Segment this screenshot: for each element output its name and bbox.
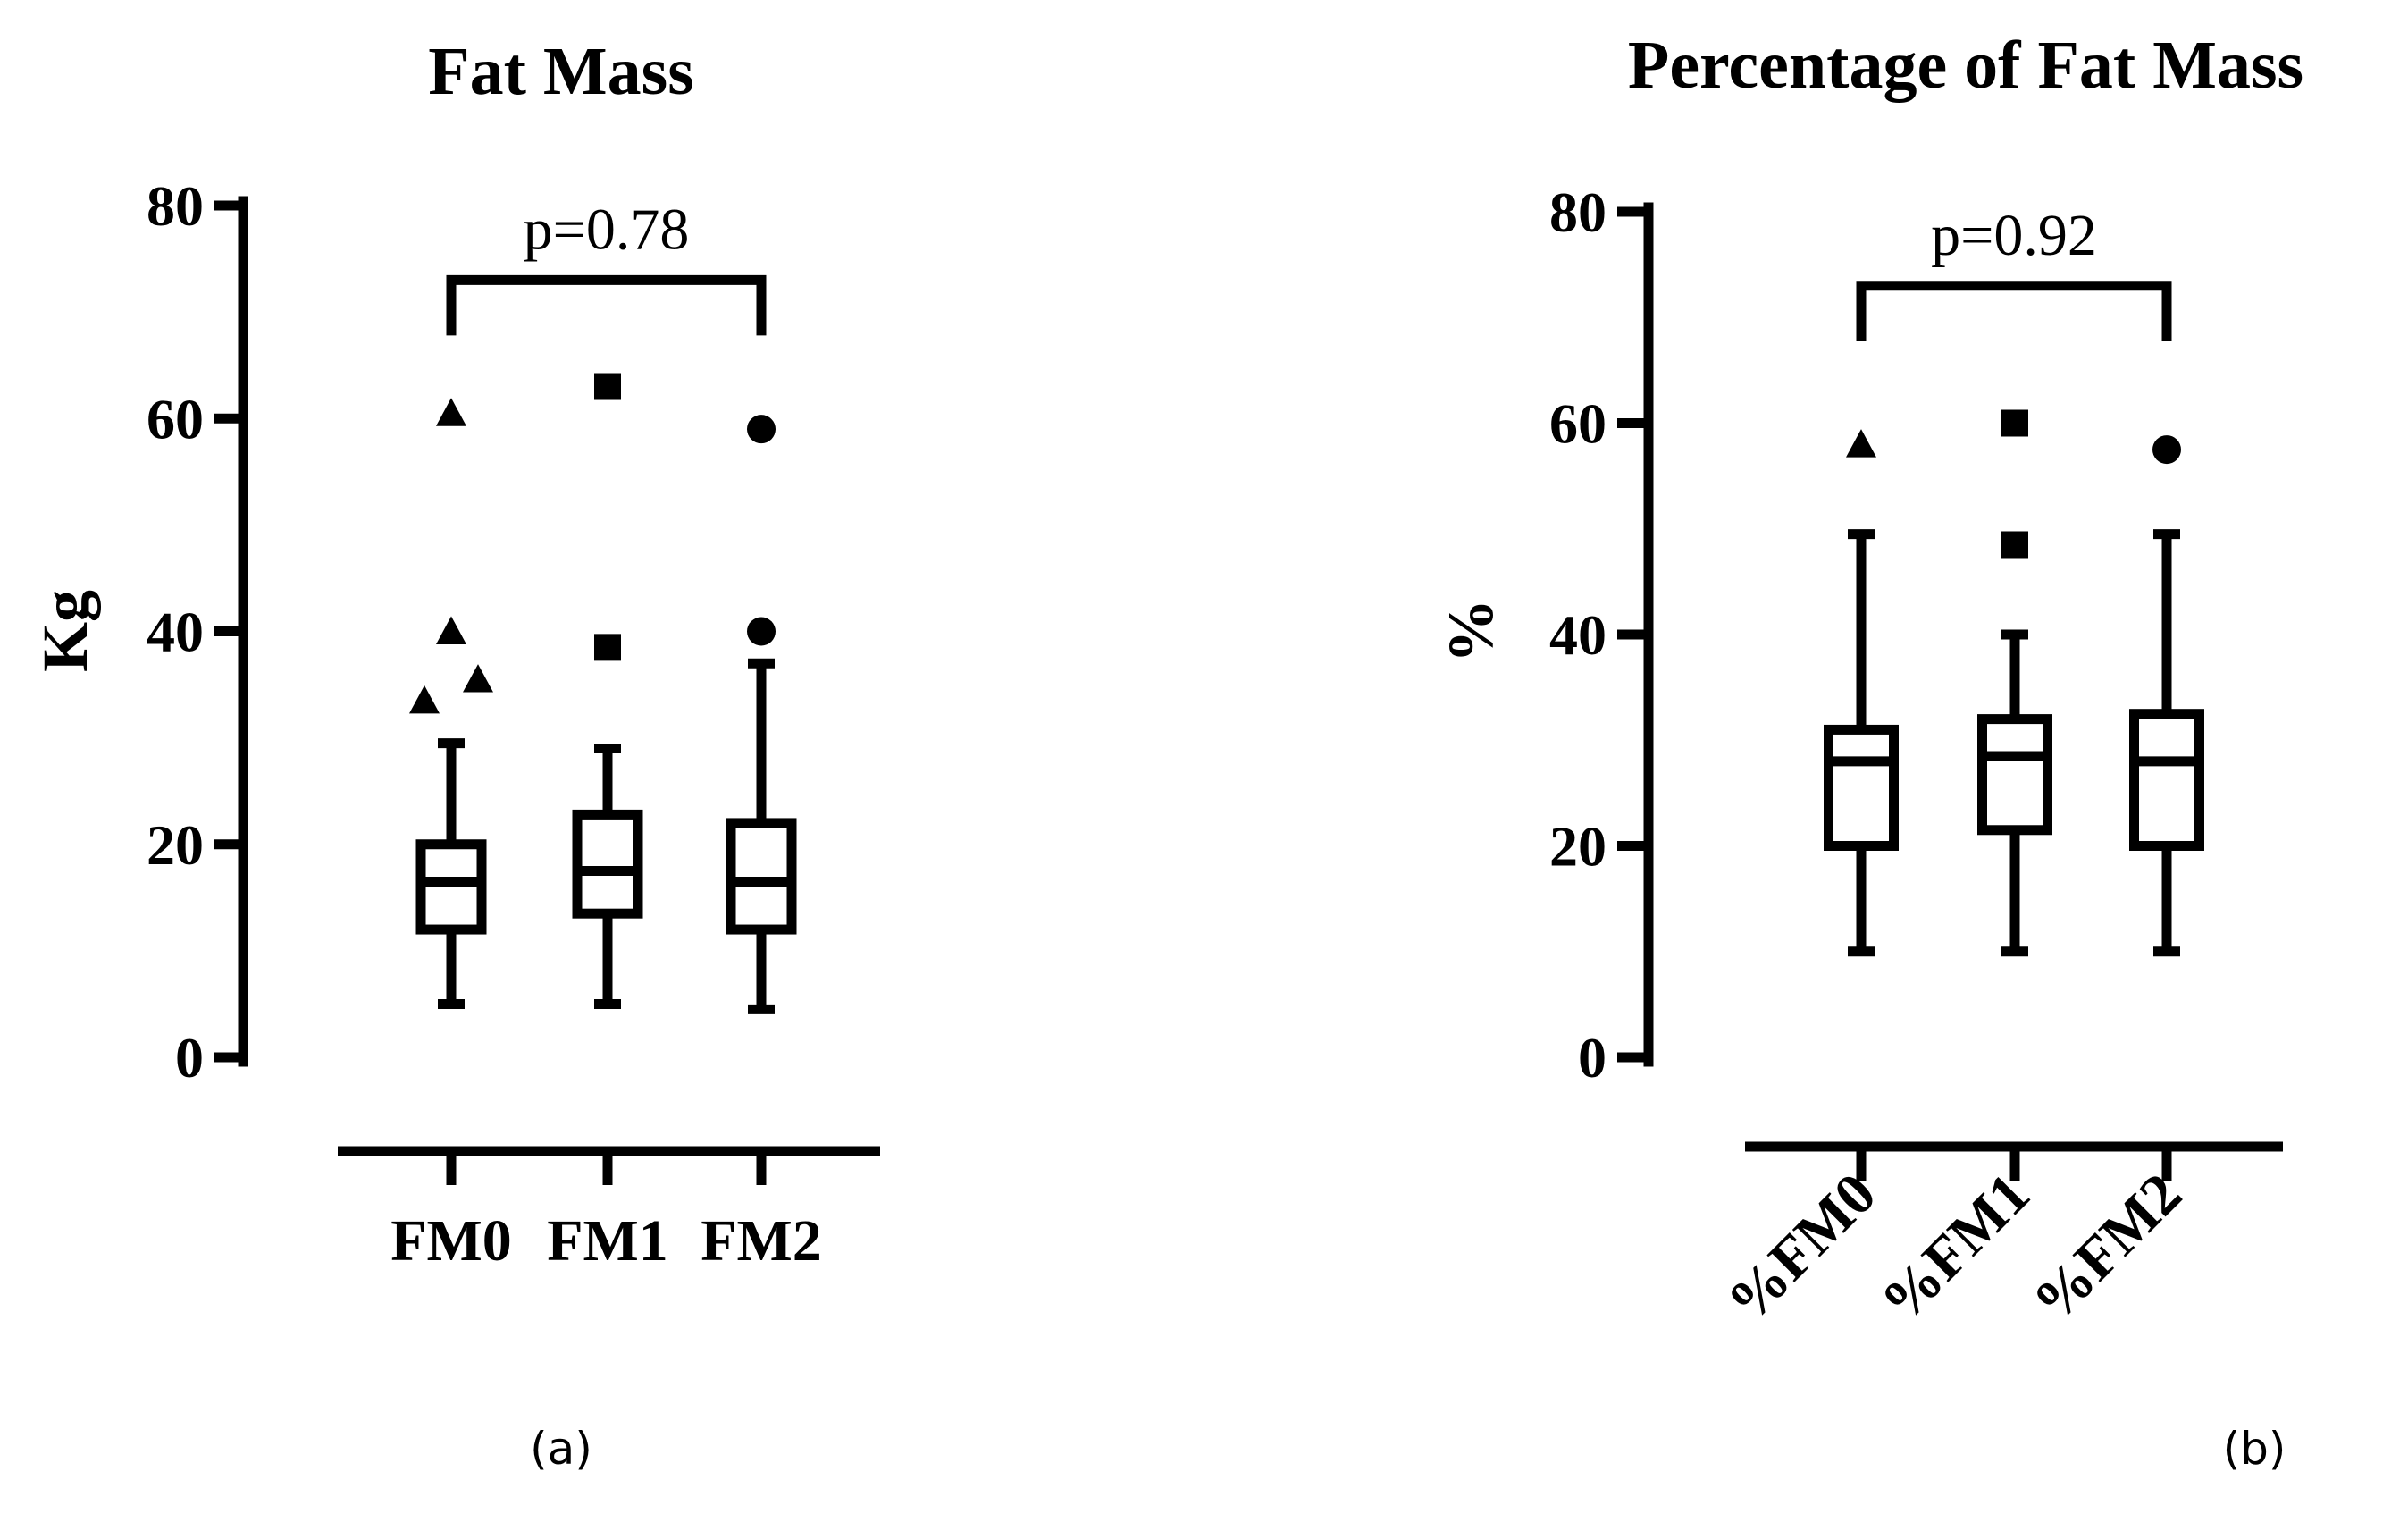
chart-panel-2: Percentage of Fat Mass% 0 20 40 60 80 %FM0%FM1…	[1435, 28, 2303, 1475]
x-tick-label: %FM1	[1868, 1161, 2042, 1334]
p-value-label: p=0.92	[1931, 203, 2097, 268]
x-tick-label: %FM0	[1715, 1161, 1888, 1334]
panel-label: (b)	[2223, 1423, 2286, 1475]
box-iqr	[1824, 724, 1899, 851]
y-axis-label: Kg	[29, 590, 101, 672]
p-value-label: p=0.78	[524, 197, 690, 262]
outlier-triangle	[1846, 429, 1876, 458]
box-iqr	[415, 839, 487, 935]
box-pct-fm2	[2129, 435, 2204, 957]
y-tick-label: 20	[1549, 815, 1607, 879]
y-tick-label: 0	[1578, 1026, 1607, 1089]
y-tick-label: 80	[1549, 181, 1607, 244]
x-tick-label: FM1	[547, 1208, 668, 1274]
x-tick-label: %FM2	[2020, 1161, 2194, 1334]
y-tick-label: 0	[175, 1026, 204, 1089]
box-iqr	[726, 818, 797, 935]
box-pct-fm0	[1824, 429, 1899, 957]
outlier-square	[594, 634, 621, 661]
chart-title: Fat Mass	[428, 34, 694, 109]
significance-bracket	[446, 274, 767, 336]
outlier-square	[594, 373, 621, 400]
outlier-triangle	[463, 664, 493, 693]
box-iqr	[2129, 709, 2204, 851]
outlier-triangle	[436, 398, 466, 426]
y-tick-label: 40	[1549, 603, 1607, 667]
outlier-circle	[747, 415, 776, 444]
outlier-circle	[747, 617, 776, 646]
box-pct-fm1	[1977, 409, 2052, 957]
x-tick-label: FM0	[390, 1208, 512, 1274]
outlier-square	[2001, 409, 2028, 437]
box-fm0	[409, 398, 493, 1009]
outlier-triangle	[409, 685, 440, 714]
y-tick-label: 40	[147, 601, 204, 664]
outlier-circle	[2152, 435, 2181, 465]
y-axis-label: %	[1435, 599, 1506, 663]
y-tick-label: 60	[147, 387, 204, 450]
x-tick-label: FM2	[701, 1208, 822, 1274]
chart-title: Percentage of Fat Mass	[1628, 28, 2303, 103]
significance-bracket	[1856, 281, 2172, 341]
outlier-square	[2001, 531, 2028, 559]
y-tick-label: 80	[147, 174, 204, 238]
y-tick-label: 60	[1549, 392, 1607, 456]
box-fm1	[572, 373, 643, 1009]
chart-panel-1: Fat Mass Kg 0 20 40 60 80 FM0 FM1 FM2 p=0.78 (a)	[29, 34, 880, 1475]
box-iqr	[572, 809, 643, 919]
y-tick-label: 20	[147, 813, 204, 877]
panel-label: (a)	[530, 1423, 592, 1475]
box-iqr	[1977, 714, 2052, 836]
outlier-triangle	[436, 616, 466, 644]
box-fm2	[726, 415, 797, 1014]
